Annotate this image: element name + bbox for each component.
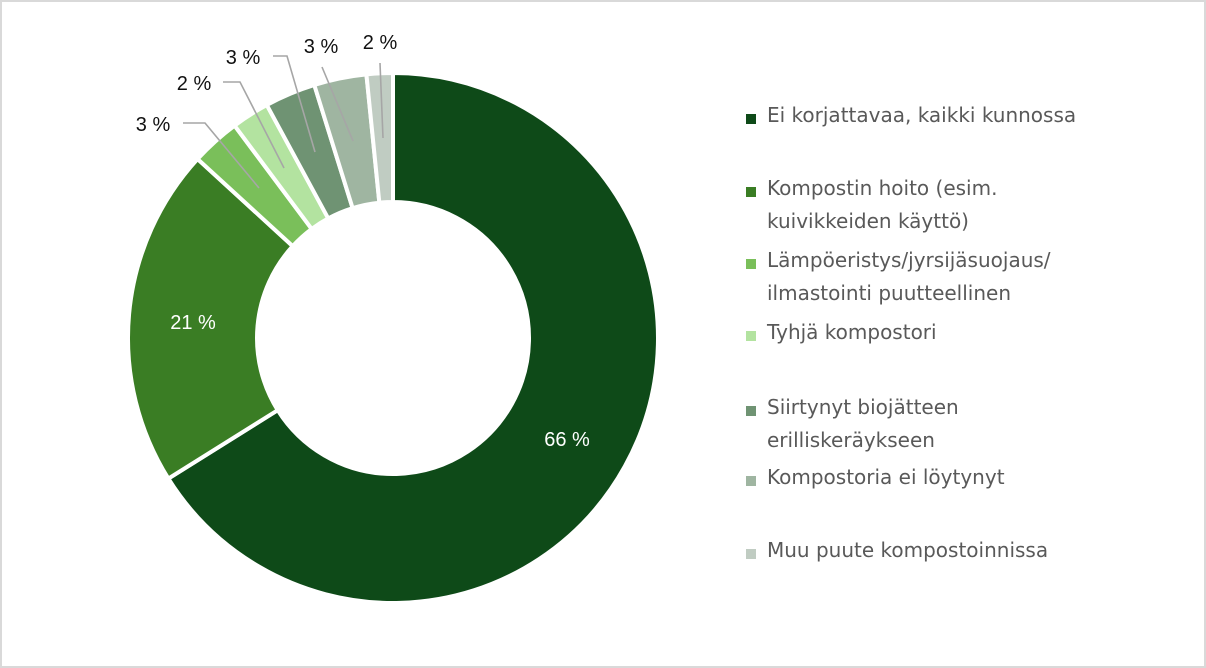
legend-item-0: Ei korjattavaa, kaikki kunnossa <box>746 103 1076 132</box>
legend-marker-3 <box>746 331 756 341</box>
legend-item-5: Kompostoria ei löytynyt <box>746 465 1005 494</box>
legend-marker-1 <box>746 187 756 197</box>
legend-marker-5 <box>746 476 756 486</box>
leader-line-5 <box>321 66 354 142</box>
data-labels: 66 % 21 % 3 % 2 % 3 % 3 % 2 % <box>136 32 590 451</box>
legend-item-4: Siirtynyt biojätteen erilliskeräykseen <box>746 395 959 457</box>
legend-label-1: Kompostin hoito (esim. kuivikkeiden käyt… <box>767 176 998 233</box>
legend-marker-2 <box>746 259 756 269</box>
leader-lines <box>183 55 384 189</box>
leader-line-2 <box>183 122 260 189</box>
donut-slice-1 <box>126 156 296 482</box>
donut-slice-6 <box>364 70 395 205</box>
legend-label-5: Kompostoria ei löytynyt <box>767 465 1005 489</box>
leader-line-6 <box>379 62 384 139</box>
data-label-2: 3 % <box>136 114 171 136</box>
leader-line-4 <box>273 55 316 153</box>
data-label-0: 66 % <box>544 429 590 451</box>
legend-item-6: Muu puute kompostoinnissa <box>746 538 1048 567</box>
legend-marker-4 <box>746 406 756 416</box>
donut-slices <box>126 70 660 605</box>
legend-label-2: Lämpöeristys/jyrsijäsuojaus/ ilmastointi… <box>767 248 1051 305</box>
legend-item-1: Kompostin hoito (esim. kuivikkeiden käyt… <box>746 176 997 238</box>
legend-label-0: Ei korjattavaa, kaikki kunnossa <box>767 103 1077 127</box>
data-label-1: 21 % <box>170 312 216 334</box>
leader-line-3 <box>223 81 285 169</box>
legend-label-3: Tyhjä kompostori <box>767 320 937 344</box>
donut-slice-0 <box>165 70 660 605</box>
legend-item-3: Tyhjä kompostori <box>746 320 937 349</box>
data-label-4: 3 % <box>226 47 261 69</box>
data-label-5: 3 % <box>304 36 339 58</box>
legend-item-2: Lämpöeristys/jyrsijäsuojaus/ ilmastointi… <box>746 248 1051 310</box>
data-label-3: 2 % <box>177 73 212 95</box>
legend-marker-6 <box>746 549 756 559</box>
legend-marker-0 <box>746 114 756 124</box>
data-label-6: 2 % <box>363 32 398 54</box>
legend-label-4: Siirtynyt biojätteen erilliskeräykseen <box>767 395 959 452</box>
legend-label-6: Muu puute kompostoinnissa <box>767 538 1049 562</box>
